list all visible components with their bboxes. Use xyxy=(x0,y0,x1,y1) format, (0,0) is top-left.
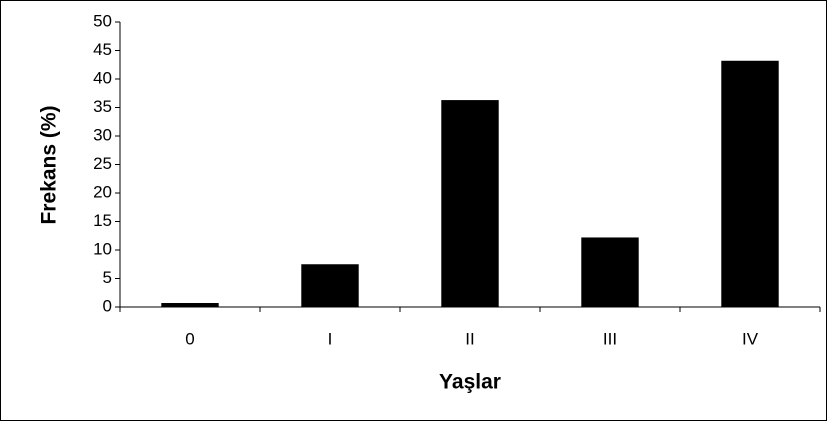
y-tick-label: 45 xyxy=(93,40,112,59)
y-tick-label: 30 xyxy=(93,125,112,144)
bar xyxy=(721,60,779,308)
bar xyxy=(581,237,639,307)
y-tick-label: 5 xyxy=(103,268,112,287)
x-tick-label: III xyxy=(603,329,617,348)
y-tick-label: 10 xyxy=(93,239,112,258)
y-tick-label: 40 xyxy=(93,68,112,87)
x-tick-label: II xyxy=(465,329,474,348)
bar xyxy=(161,303,219,307)
y-tick-label: 0 xyxy=(103,296,112,315)
y-axis-title: Frekans (%) xyxy=(38,105,61,224)
chart-border xyxy=(0,0,827,421)
y-tick-label: 15 xyxy=(93,211,112,230)
x-axis-title: Yaşlar xyxy=(439,371,501,394)
bar xyxy=(301,264,359,307)
x-tick-label: IV xyxy=(742,329,759,348)
y-tick-label: 20 xyxy=(93,182,112,201)
y-tick-label: 35 xyxy=(93,97,112,116)
x-tick-label: 0 xyxy=(185,329,194,348)
x-tick-label: I xyxy=(328,329,333,348)
y-tick-label: 50 xyxy=(93,11,112,30)
bar xyxy=(441,100,499,307)
y-tick-label: 25 xyxy=(93,154,112,173)
